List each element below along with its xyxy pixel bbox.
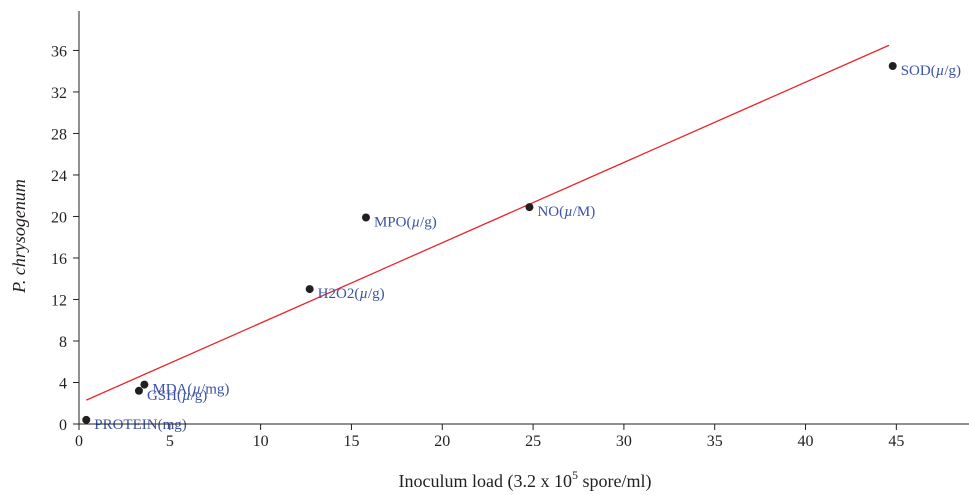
data-point-label: NO(µ/M) [537, 204, 595, 220]
x-axis-title-rest: spore/ml) [578, 471, 652, 492]
points-layer: PROTEIN(mg) GSH(µ/g)MDA(µ/mg) H2O2(µ/g) MPO… [82, 61, 961, 433]
data-point-label: SOD(µ/g) [901, 63, 961, 79]
data-point-label: MDA(µ/mg) [152, 382, 229, 398]
axes-layer [78, 11, 969, 425]
y-tick-label: 12 [51, 292, 67, 309]
y-tick-label: 4 [59, 375, 67, 392]
ticks-layer: 0 5 10 15 20 25 30 35 40 45 0 4 8 12 16 20 24 28 32 36 [51, 43, 904, 450]
data-point [140, 380, 149, 389]
y-tick-label: 16 [51, 251, 67, 268]
data-point-label: H2O2(µ/g) [318, 286, 385, 302]
y-tick-label: 20 [51, 209, 67, 226]
y-tick-label: 28 [51, 126, 67, 143]
x-tick-label: 35 [707, 433, 723, 450]
data-point [361, 213, 370, 222]
x-tick-label: 40 [798, 433, 814, 450]
y-axis-title: P. chrysogenum [9, 179, 29, 294]
data-point [525, 203, 534, 212]
x-tick-label: 20 [434, 433, 450, 450]
x-axis-title-sup: 5 [572, 468, 578, 482]
y-tick-label: 8 [59, 334, 67, 351]
y-tick-label: 36 [51, 43, 67, 60]
x-tick-label: 5 [166, 433, 174, 450]
fit-line [86, 44, 890, 401]
data-point [305, 285, 314, 294]
y-tick-label: 32 [51, 85, 67, 102]
x-tick-label: 15 [343, 433, 359, 450]
data-point-label: GSH(µ/g) [147, 388, 207, 404]
y-tick-label: 24 [51, 168, 67, 185]
x-axis-title: Inoculum load (3.2 x 105 spore/ml) [399, 468, 652, 492]
data-point-label: PROTEIN(mg) [94, 417, 187, 433]
data-point [134, 386, 143, 395]
x-tick-label: 45 [888, 433, 904, 450]
x-tick-label: 0 [75, 433, 83, 450]
x-tick-label: 25 [525, 433, 541, 450]
data-point [888, 61, 897, 70]
data-point [82, 415, 91, 424]
x-tick-label: 10 [253, 433, 269, 450]
data-point-label: MPO(µ/g) [374, 215, 437, 231]
y-tick-label: 0 [59, 417, 67, 434]
x-axis-title-main: Inoculum load (3.2 x 10 [399, 471, 572, 492]
x-tick-label: 30 [616, 433, 632, 450]
